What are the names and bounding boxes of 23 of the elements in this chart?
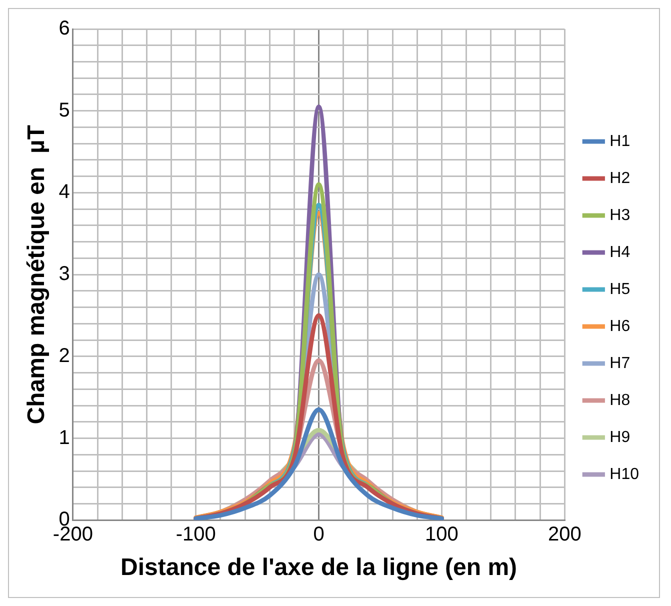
legend-label: H7	[610, 354, 630, 372]
y-tick-label: 4	[58, 181, 70, 204]
line-series	[194, 407, 444, 520]
legend-label: H4	[610, 244, 630, 261]
legend-label: H2	[610, 170, 630, 187]
x-axis-title: Distance de l'axe de la ligne (en m)	[120, 554, 518, 582]
x-tick-label: 200	[548, 524, 582, 546]
y-tick-label: 6	[58, 18, 70, 40]
y-tick-label: 5	[58, 99, 70, 122]
legend-label: H8	[610, 392, 630, 409]
legend-label: H10	[610, 466, 640, 483]
legend-label: H3	[610, 206, 630, 224]
legend-label: H1	[610, 132, 630, 150]
legend-label: H9	[610, 428, 630, 446]
y-tick-label: 1	[58, 426, 70, 449]
y-tick-label: 2	[58, 344, 70, 367]
y-tick-label: 3	[58, 263, 70, 286]
x-tick-label: 0	[313, 524, 324, 546]
y-axis-title: Champ magnétique en µT	[23, 124, 50, 424]
x-tick-label: 100	[425, 524, 458, 546]
legend-label: H5	[610, 280, 630, 298]
x-tick-label: -100	[176, 524, 216, 546]
legend-label: H6	[610, 318, 630, 335]
